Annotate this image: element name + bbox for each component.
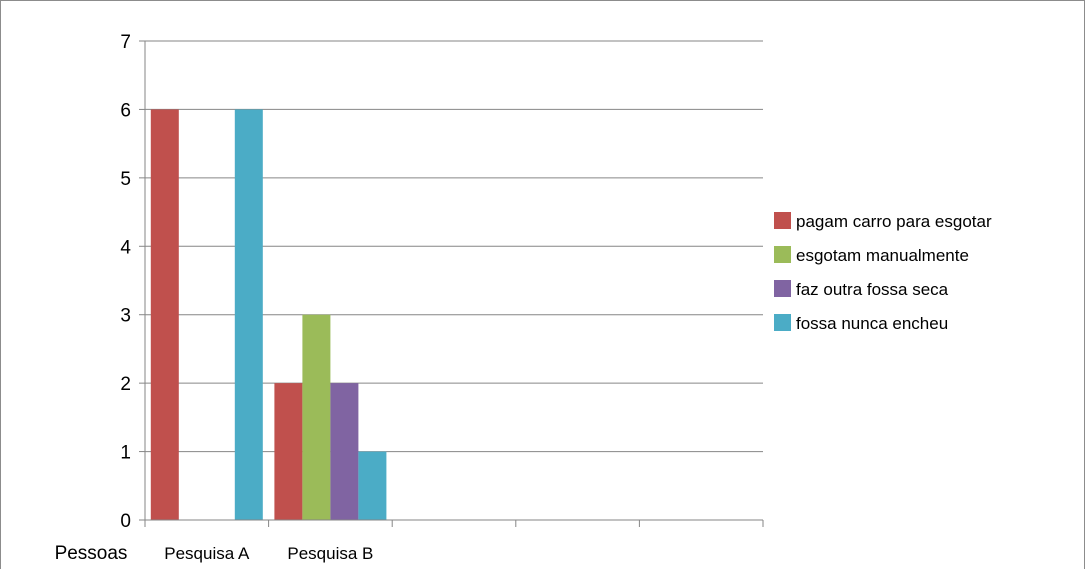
bar [330,383,359,520]
x-category-label: Pesquisa B [287,544,373,563]
x-category-label: Pesquisa A [164,544,250,563]
axes [139,40,764,527]
legend: pagam carro para esgotar esgotam manualme… [774,212,992,333]
y-tick-label: 1 [120,443,131,464]
y-tick-label: 0 [120,511,131,532]
y-tick-label: 2 [120,374,131,395]
legend-label: fossa nunca encheu [796,314,948,333]
legend-swatch [774,246,791,263]
bar [358,451,387,520]
bar [302,314,331,520]
bar [234,109,263,520]
legend-swatch [774,212,791,229]
legend-swatch [774,314,791,331]
y-axis-label: Pessoas [55,543,128,564]
legend-label: esgotam manualmente [796,246,969,265]
y-tick-label: 6 [120,100,131,121]
legend-label: pagam carro para esgotar [796,212,992,231]
y-tick-label: 7 [120,32,131,53]
legend-swatch [774,280,791,297]
bar [274,383,303,520]
y-tick-label: 5 [120,169,131,190]
x-category-labels: Pesquisa A Pesquisa B [164,544,373,563]
y-tick-label: 3 [120,306,131,327]
bars [150,109,387,520]
legend-label: faz outra fossa seca [796,280,949,299]
y-tick-label: 4 [120,237,131,258]
bar [150,109,179,520]
y-tick-labels: 0 1 2 3 4 5 6 7 [120,32,131,532]
